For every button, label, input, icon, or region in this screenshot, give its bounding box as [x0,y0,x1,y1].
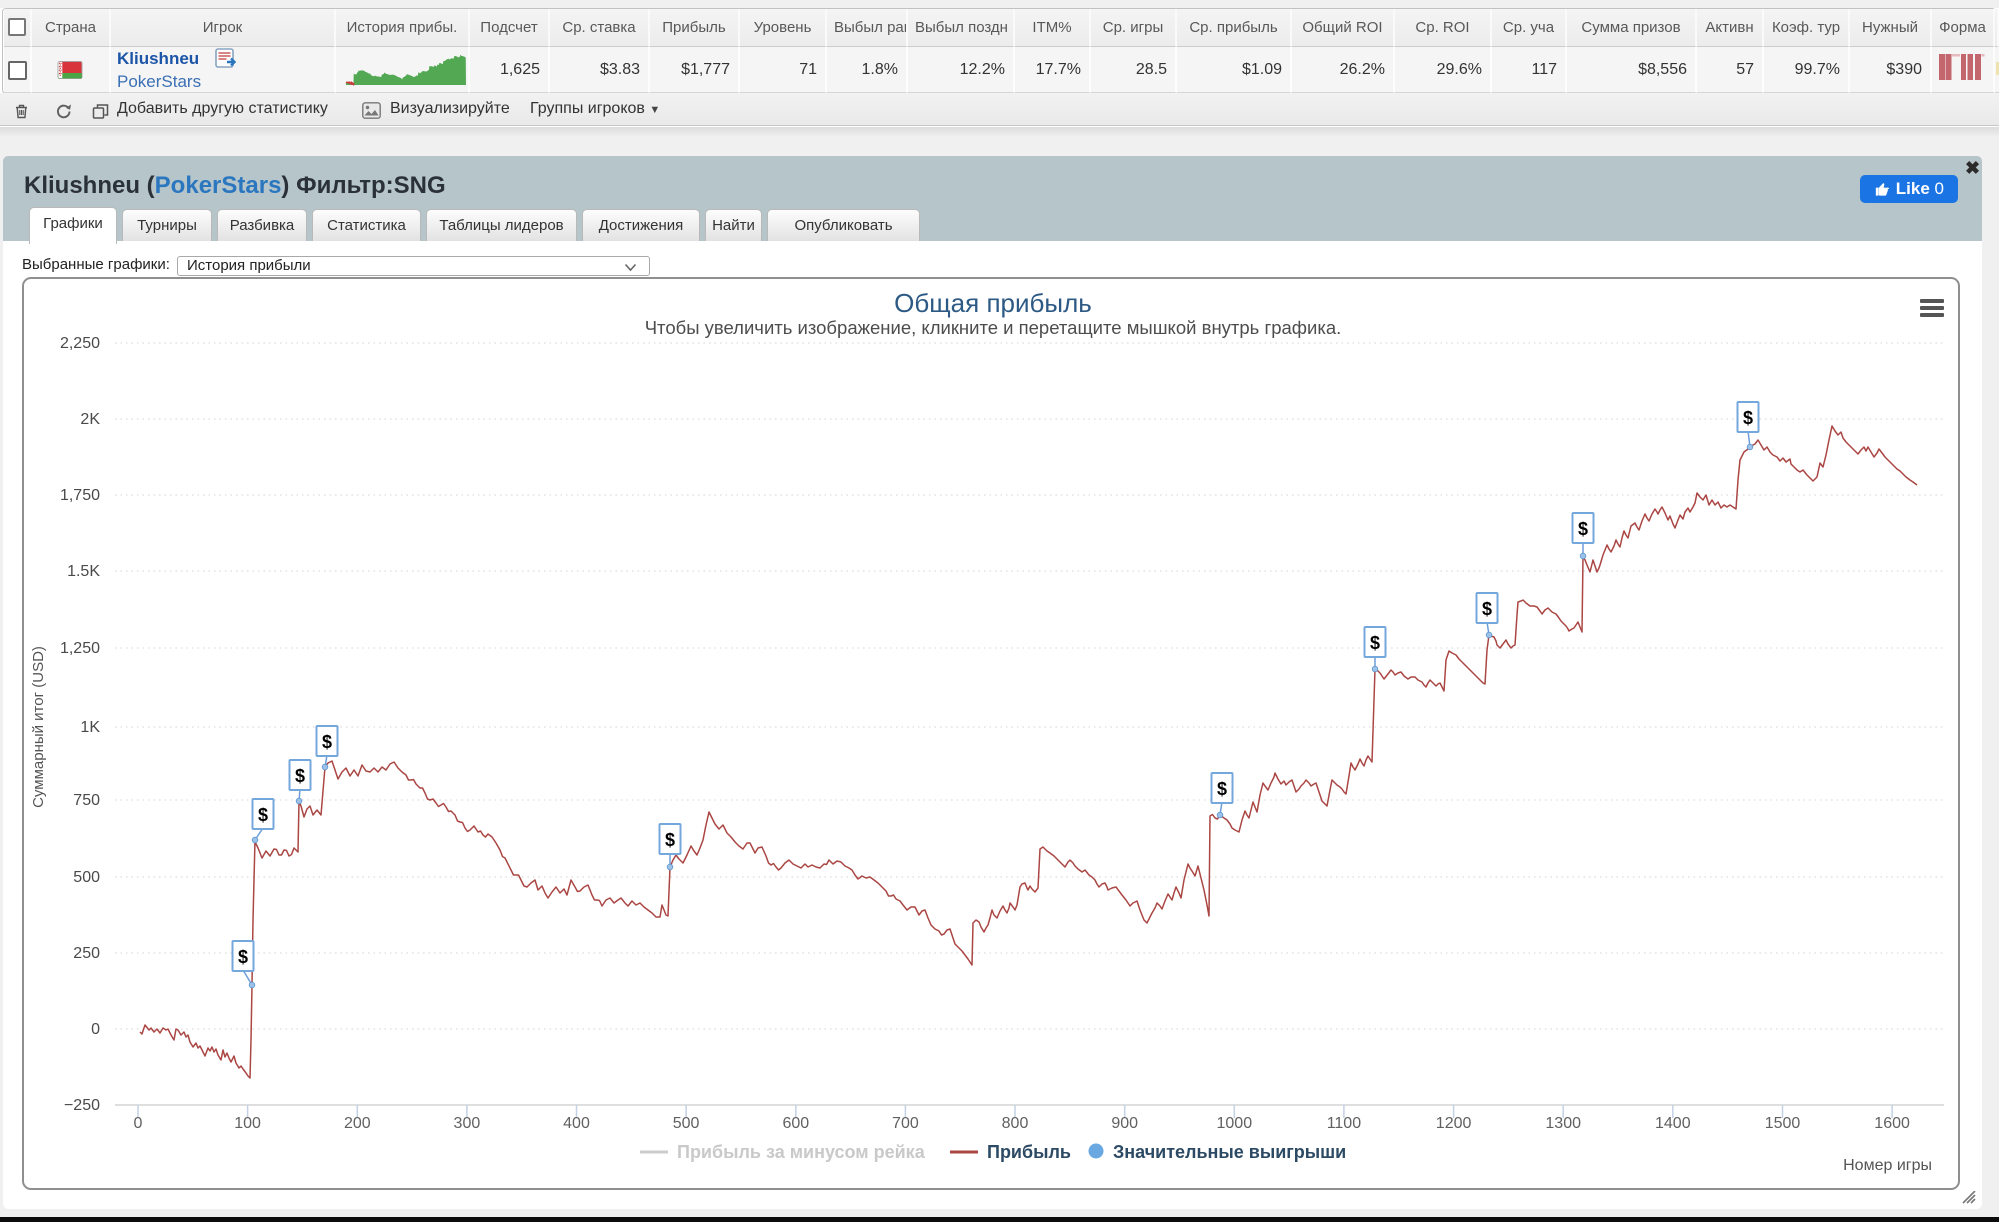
svg-text:Прибыль: Прибыль [987,1142,1071,1162]
svg-text:1000: 1000 [1217,1115,1253,1132]
svg-text:250: 250 [73,945,100,962]
svg-text:1K: 1K [80,719,100,736]
svg-text:$: $ [1217,779,1227,799]
svg-text:2,250: 2,250 [60,335,100,352]
svg-text:$: $ [258,805,268,825]
svg-text:1,250: 1,250 [60,640,100,657]
svg-text:750: 750 [73,792,100,809]
svg-text:Чтобы увеличить изображение, к: Чтобы увеличить изображение, кликните и … [645,317,1342,338]
svg-text:400: 400 [563,1115,590,1132]
svg-text:600: 600 [782,1115,809,1132]
svg-text:0: 0 [91,1021,100,1038]
svg-text:1600: 1600 [1874,1115,1910,1132]
svg-text:2K: 2K [80,411,100,428]
svg-text:1200: 1200 [1436,1115,1472,1132]
svg-text:$: $ [295,766,305,786]
svg-text:1100: 1100 [1327,1115,1362,1132]
svg-text:$: $ [1743,408,1753,428]
svg-text:Суммарный итог (USD): Суммарный итог (USD) [30,646,47,808]
svg-text:700: 700 [892,1115,919,1132]
svg-text:1400: 1400 [1655,1115,1691,1132]
svg-text:Прибыль за минусом рейка: Прибыль за минусом рейка [677,1142,926,1162]
svg-text:800: 800 [1002,1115,1029,1132]
svg-text:500: 500 [673,1115,700,1132]
svg-text:$: $ [1578,519,1588,539]
svg-text:$: $ [1482,599,1492,619]
svg-text:Значительные выигрыши: Значительные выигрыши [1113,1142,1346,1162]
svg-text:1.5K: 1.5K [67,563,100,580]
svg-text:Общая прибыль: Общая прибыль [894,288,1092,318]
svg-text:1500: 1500 [1765,1115,1801,1132]
svg-text:−250: −250 [64,1097,100,1114]
svg-text:100: 100 [234,1115,261,1132]
svg-text:Номер игры: Номер игры [1843,1157,1932,1174]
svg-text:$: $ [322,732,332,752]
svg-text:300: 300 [454,1115,481,1132]
svg-text:$: $ [1370,633,1380,653]
svg-text:$: $ [238,947,248,967]
svg-text:$: $ [665,830,675,850]
svg-text:1300: 1300 [1545,1115,1581,1132]
svg-text:500: 500 [73,869,100,886]
svg-text:1,750: 1,750 [60,487,100,504]
svg-text:200: 200 [344,1115,371,1132]
svg-text:0: 0 [134,1115,143,1132]
svg-text:900: 900 [1111,1115,1138,1132]
